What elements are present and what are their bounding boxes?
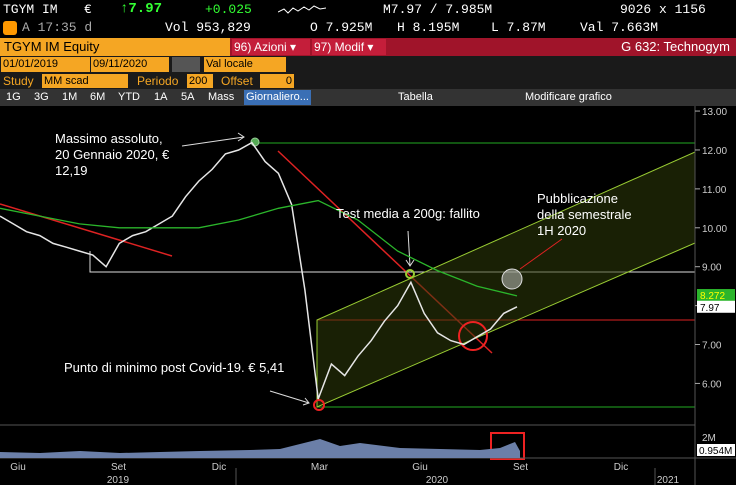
toolbar-button[interactable]: 3G (34, 91, 49, 103)
change: +0.025 (205, 2, 252, 17)
toolbar-button[interactable]: 5A (181, 91, 195, 103)
y-tick-label: 6.00 (702, 379, 722, 390)
y-tick-label: 10.00 (702, 224, 727, 235)
y-tick-label: 13.00 (702, 107, 727, 118)
last-price: ↑7.97 (120, 1, 163, 17)
volume: Vol 953,829 (165, 20, 251, 35)
month-label: Dic (614, 462, 628, 473)
month-label: Dic (212, 462, 226, 473)
time: A 17:35 d (22, 20, 93, 35)
annotation: Test media a 200g: fallito (336, 206, 480, 221)
security-field[interactable]: TGYM IM Equity (0, 38, 230, 56)
high: H 8.195M (397, 20, 460, 35)
volume-last: 0.954M (699, 446, 732, 457)
month-label: Giu (412, 462, 428, 473)
toolbar-button[interactable]: 1M (62, 91, 78, 103)
last-price-label-box (697, 300, 735, 313)
toolbar-button[interactable]: Tabella (398, 91, 433, 103)
month-label: Mar (311, 462, 329, 473)
annotation: Punto di minimo post Covid-19. € 5,41 (64, 360, 284, 375)
annotation: Massimo assoluto, (55, 131, 163, 146)
annotation: 12,19 (55, 163, 88, 178)
price-line (0, 141, 518, 400)
drawings (0, 106, 736, 485)
month-label: Set (111, 462, 126, 473)
sparkline (278, 5, 326, 14)
moving-average (0, 199, 518, 297)
volume-last-box (697, 444, 735, 456)
chart: 13.0012.0011.0010.009.008.007.006.008.27… (0, 106, 736, 485)
date-arrows[interactable] (172, 57, 200, 72)
annotation: 20 Gennaio 2020, € (55, 147, 170, 162)
toolbar-button[interactable]: 1A (154, 91, 168, 103)
low: L 7.87M (491, 20, 546, 35)
toolbar-button[interactable]: 6M (90, 91, 106, 103)
value-traded: Val 7.663M (580, 20, 659, 35)
quote-row (0, 0, 736, 20)
y-tick-label: 7.00 (702, 341, 722, 352)
size: 9026 x 1156 (620, 2, 706, 17)
start-date[interactable]: 01/01/2019 (1, 57, 90, 72)
period-label: Periodo (137, 74, 179, 88)
period-field[interactable]: 200 (187, 74, 213, 88)
y-tick-label: 9.00 (702, 263, 722, 274)
end-date[interactable]: 09/11/2020 (91, 57, 169, 72)
toolbar-button[interactable]: 1G (6, 91, 21, 103)
year-label: 2019 (107, 475, 130, 485)
ma-last-label-box (697, 289, 735, 302)
month-label: Giu (10, 462, 26, 473)
y-tick-label: 11.00 (702, 185, 727, 196)
toolbar-button[interactable]: YTD (118, 91, 140, 103)
study-field[interactable]: MM scad (42, 74, 128, 88)
annotation: 1H 2020 (537, 223, 586, 238)
offset-field[interactable]: 0 (260, 74, 294, 88)
toolbar (0, 89, 736, 106)
volume-tick: 2M (702, 433, 716, 444)
toolbar-button[interactable]: Giornaliero... (244, 90, 311, 105)
open: O 7.925M (310, 20, 373, 35)
month-label: Set (513, 462, 528, 473)
y-tick-label: 12.00 (702, 146, 727, 157)
currency-mode[interactable]: Val locale (204, 57, 286, 72)
toolbar-button[interactable]: Modificare grafico (525, 91, 612, 103)
status-icon (3, 21, 17, 35)
actions-menu[interactable]: 96) Azioni ▾ (232, 39, 310, 55)
ticker: TGYM IM (3, 2, 58, 17)
year-label: 2020 (426, 475, 449, 485)
offset-label: Offset (221, 74, 253, 88)
bid-ask: M7.97 / 7.985M (383, 2, 493, 17)
annotation: della semestrale (537, 207, 632, 222)
last-price-label: 7.97 (700, 303, 720, 314)
currency: € (84, 2, 92, 17)
modify-menu[interactable]: 97) Modif ▾ (312, 39, 386, 55)
ma-last-label: 8.272 (700, 291, 725, 302)
annotation: Pubblicazione (537, 191, 618, 206)
year-label: 2021 (657, 475, 680, 485)
function-name: G 632: Technogym (621, 39, 730, 54)
study-label: Study (3, 74, 34, 88)
volume-area (0, 439, 520, 458)
toolbar-button[interactable]: Mass (208, 91, 235, 103)
